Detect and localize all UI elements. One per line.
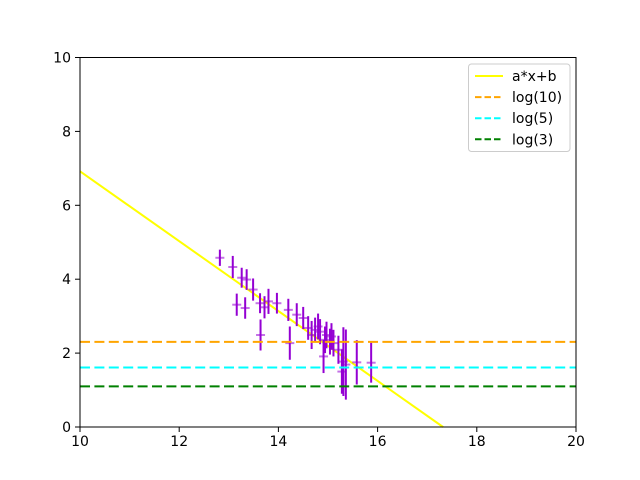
legend-entry-label: log(10) — [512, 90, 562, 106]
y-axis: 0 2 4 6 8 10 — [53, 51, 80, 436]
x-tick-label: 10 — [71, 434, 89, 450]
plot-frame — [79, 57, 577, 428]
legend: a*x+b log(10) log(5) log(3) — [468, 63, 571, 152]
y-tick-label: 6 — [62, 198, 71, 214]
legend-entry-label: log(5) — [512, 111, 553, 127]
x-axis: 10 12 14 16 18 20 — [71, 427, 585, 450]
legend-entry-label: log(3) — [512, 132, 553, 148]
errorbar-series — [215, 249, 376, 400]
y-tick-label: 4 — [62, 272, 71, 288]
x-tick-label: 16 — [369, 434, 387, 450]
x-tick-label: 12 — [170, 434, 188, 450]
y-tick-label: 0 — [62, 420, 71, 436]
y-tick-label: 8 — [62, 124, 71, 140]
x-tick-label: 18 — [468, 434, 486, 450]
y-tick-label: 10 — [53, 51, 71, 67]
fit-line — [79, 170, 444, 428]
x-tick-label: 14 — [269, 434, 287, 450]
legend-entry-label: a*x+b — [512, 69, 557, 85]
x-tick-label: 20 — [567, 434, 585, 450]
y-tick-label: 2 — [62, 346, 71, 362]
legend-box — [468, 63, 571, 152]
